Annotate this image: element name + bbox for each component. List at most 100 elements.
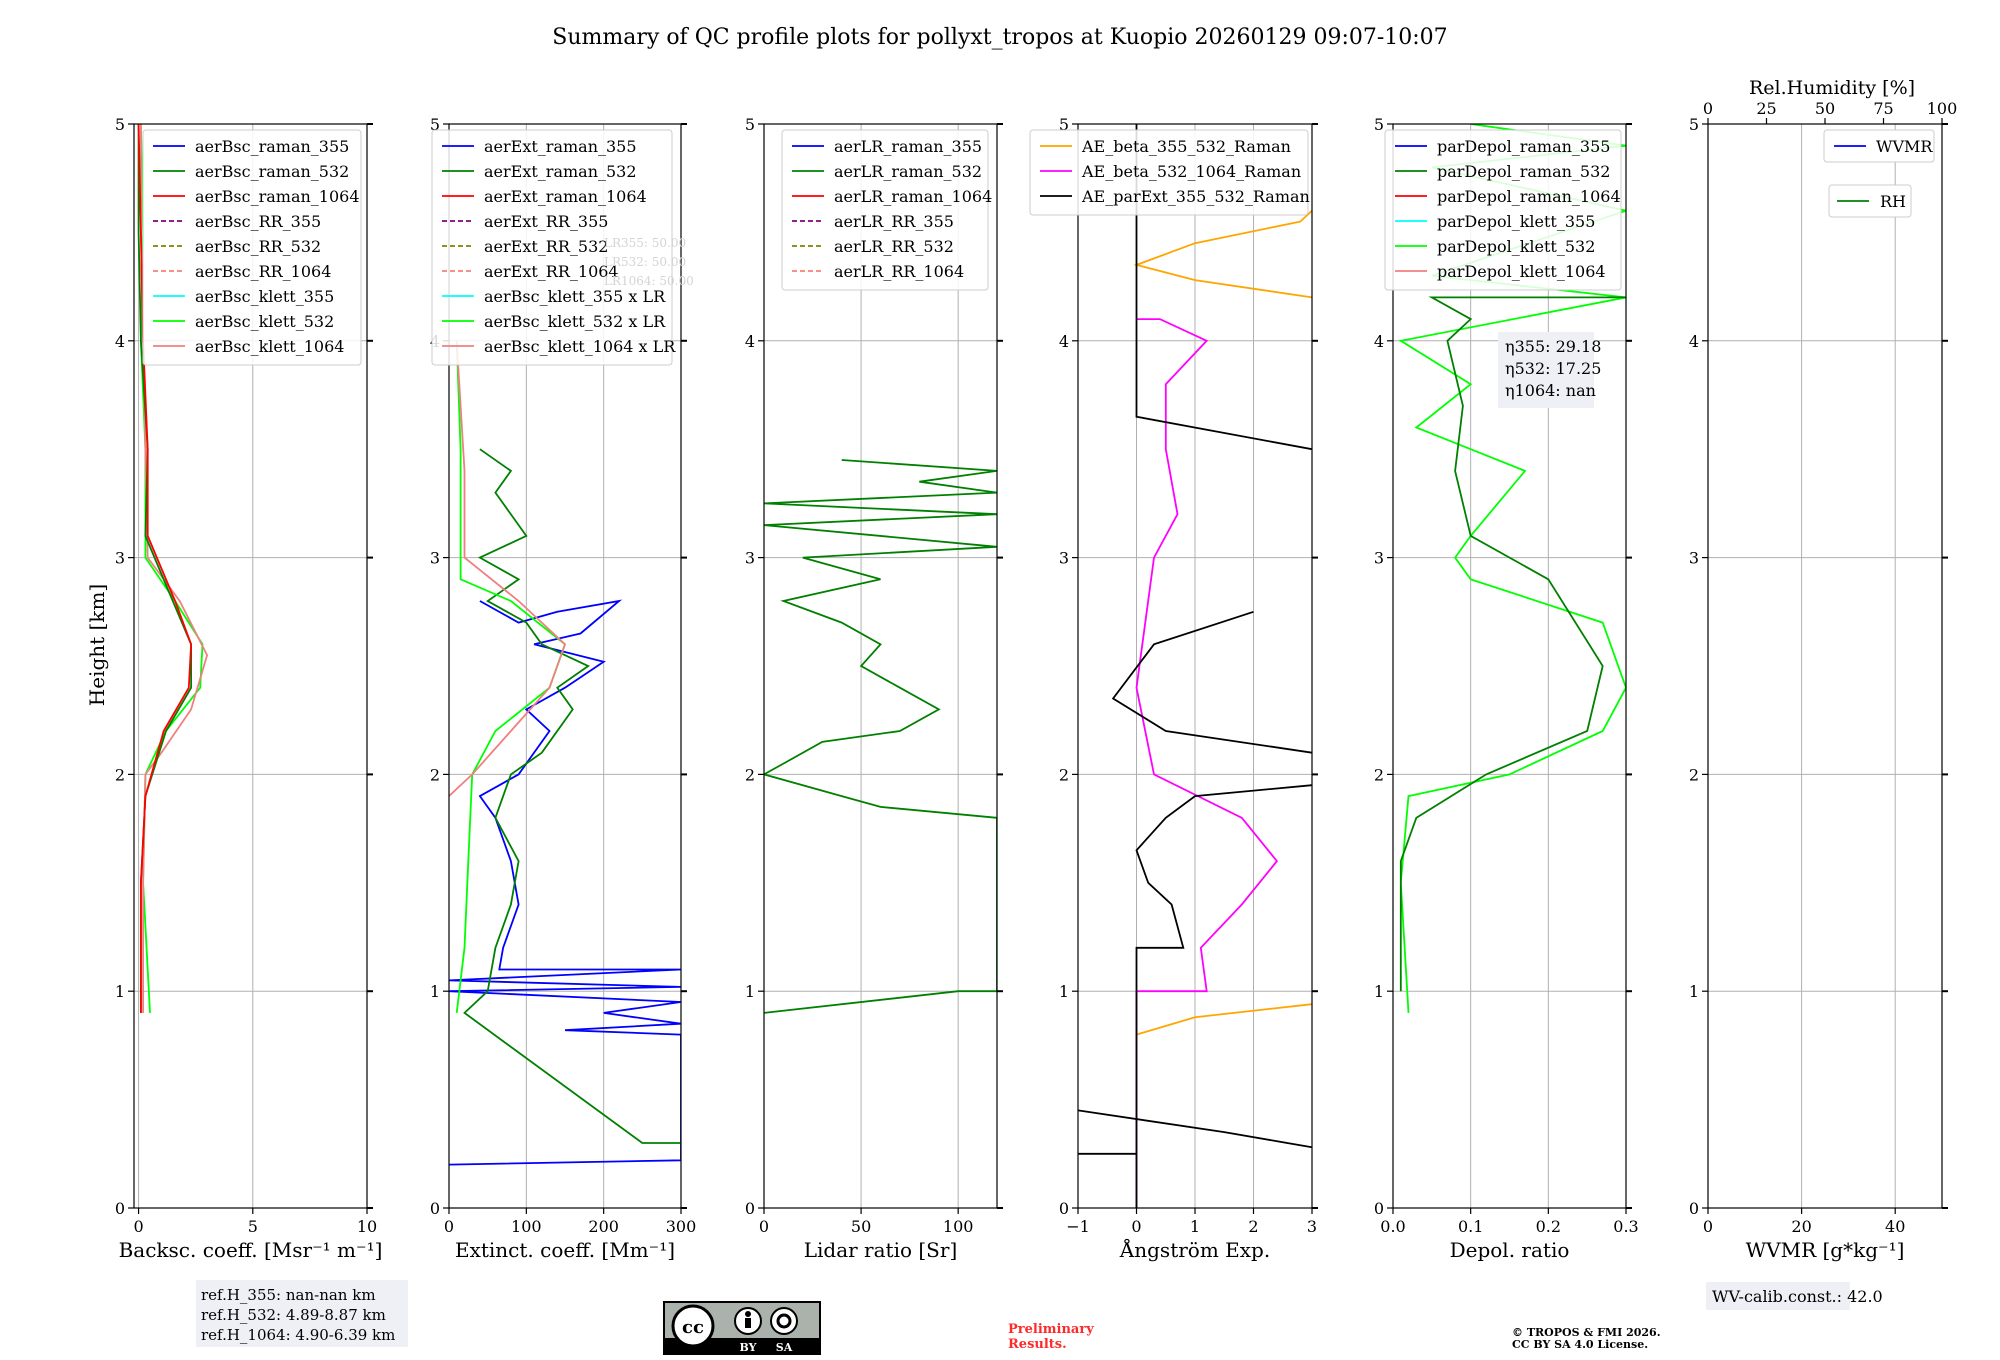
sa-label: SA: [776, 1341, 793, 1354]
series-aerBsc_klett_1064 x LR: [449, 340, 567, 797]
xtick-label: 1: [1190, 1217, 1200, 1236]
ytick-label: 0: [115, 1199, 125, 1218]
ytick-label: 4: [1689, 332, 1699, 351]
legend-rh: RH: [1828, 184, 1912, 218]
xtick-label: 0: [1131, 1217, 1141, 1236]
legend-label: AE_beta_355_532_Raman: [1081, 137, 1291, 156]
xtick-label: 100: [511, 1217, 542, 1236]
xlabel-angstrom: Ångström Exp.: [1119, 1237, 1270, 1262]
ytick-label: 5: [115, 115, 125, 134]
xtick-label: 200: [588, 1217, 619, 1236]
legend-label: aerExt_RR_355: [484, 212, 608, 231]
ytick-label: 4: [745, 332, 755, 351]
legend-label: aerLR_raman_1064: [834, 187, 992, 206]
ytick-label: 0: [1059, 1199, 1069, 1218]
legend-label: parDepol_klett_1064: [1437, 262, 1606, 281]
legend-backscatter: aerBsc_raman_355 aerBsc_raman_532 aerBsc_r…: [142, 129, 362, 366]
ytick-label: 4: [1059, 332, 1069, 351]
series-parDepol_raman_532: [1399, 296, 1626, 992]
rh-axis-label: Rel.Humidity [%]: [1749, 77, 1915, 99]
axes-frame: [133, 123, 368, 1209]
ref-height-box: [196, 1280, 408, 1347]
legend-label: aerLR_RR_355: [834, 212, 954, 231]
panel-depol: 0 1 2 3 4 5 0.0 0.1 0.2 0.3 Depol. ratio parDepol_r…: [1374, 115, 1639, 1262]
panel-backscatter: 0 1 2 3 4 5 0 5 10 Backsc. coeff. [Msr⁻¹ m⁻¹] aerB…: [115, 115, 383, 1262]
wv-calib-box: [1706, 1282, 1850, 1310]
axes-frame: [1392, 123, 1627, 1209]
ytick-label: 1: [1689, 982, 1699, 1001]
legend-label: aerExt_raman_1064: [484, 187, 647, 206]
legend-label: aerBsc_klett_355 x LR: [484, 287, 666, 306]
legend-label: aerLR_RR_1064: [834, 262, 964, 281]
eta-box: [1498, 332, 1594, 408]
legend-label-rh: RH: [1880, 192, 1906, 211]
xtick-label: 0: [759, 1217, 769, 1236]
lr-faint-label: LR355: 50.00: [604, 236, 686, 250]
ytick-label: 2: [1689, 765, 1699, 784]
legend-label: aerBsc_klett_1064 x LR: [484, 337, 676, 356]
rh-top-axis: Rel.Humidity [%] 0 25 50 75 100: [1703, 77, 1957, 124]
ytick-label: 0: [1374, 1199, 1384, 1218]
legend-label: aerBsc_klett_532 x LR: [484, 312, 666, 331]
ytick-label: 2: [115, 765, 125, 784]
ytick-label: 5: [430, 115, 440, 134]
xtick-label: 0: [1703, 1217, 1713, 1236]
ytick-label: 5: [1059, 115, 1069, 134]
legend-label: aerExt_raman_532: [484, 162, 637, 181]
ref-height-1064: ref.H_1064: 4.90-6.39 km: [201, 1326, 395, 1344]
ytick-label: 0: [745, 1199, 755, 1218]
xtick-label: 0.1: [1458, 1217, 1483, 1236]
ytick-label: 5: [745, 115, 755, 134]
xtick-label: 10: [357, 1217, 377, 1236]
legend-label: aerLR_raman_355: [834, 137, 982, 156]
xtick-label: 0: [444, 1217, 454, 1236]
cc-license-badge: cc BY SA: [663, 1301, 821, 1355]
xtick-label: 2: [1248, 1217, 1258, 1236]
copyright-line2: CC BY SA 4.0 License.: [1512, 1338, 1648, 1351]
xtick-label: 100: [943, 1217, 974, 1236]
series-AE_beta_532_1064_Raman: [1135, 318, 1279, 1208]
legend-label: parDepol_klett_532: [1437, 237, 1595, 256]
xtick-label: 5: [248, 1217, 258, 1236]
rh-tick-label: 25: [1756, 99, 1776, 118]
y-axis-label: Height [km]: [85, 584, 109, 706]
legend-label: parDepol_raman_355: [1437, 137, 1610, 156]
sa-icon: [770, 1307, 798, 1335]
series-AE_beta_355_532_Raman: [1136, 1003, 1312, 1036]
xtick-label: 0.2: [1536, 1217, 1561, 1236]
series-AE_beta_355_532_Raman_upper: [1133, 210, 1312, 299]
xtick-label: 50: [851, 1217, 871, 1236]
xlabel-lidar_ratio: Lidar ratio [Sr]: [804, 1238, 958, 1262]
rh-tick-label: 75: [1873, 99, 1893, 118]
ytick-label: 1: [430, 982, 440, 1001]
figure-title: Summary of QC profile plots for pollyxt_…: [552, 25, 1447, 50]
legend-label: AE_parExt_355_532_Raman: [1081, 187, 1310, 206]
xtick-label: 0.3: [1613, 1217, 1638, 1236]
lr-faint-label: LR1064: 50.00: [604, 274, 694, 288]
series-AE_parExt_355_532_Raman_mid: [1111, 610, 1312, 754]
ytick-label: 4: [115, 332, 125, 351]
eta-label: η1064: nan: [1505, 381, 1596, 400]
rh-tick-label: 100: [1927, 99, 1958, 118]
ytick-label: 3: [745, 549, 755, 568]
legend-label: aerBsc_klett_1064: [195, 337, 344, 356]
ytick-label: 2: [745, 765, 755, 784]
ytick-label: 1: [1374, 982, 1384, 1001]
legend-label: AE_beta_532_1064_Raman: [1081, 162, 1301, 181]
legend-lidar_ratio: aerLR_raman_355 aerLR_raman_532 aerLR_rama…: [781, 129, 992, 291]
legend-depol: parDepol_raman_355 parDepol_raman_532 parD…: [1384, 129, 1622, 291]
xlabel-backscatter: Backsc. coeff. [Msr⁻¹ m⁻¹]: [119, 1238, 383, 1262]
legend-box: [431, 129, 673, 366]
xtick-label: 40: [1885, 1217, 1905, 1236]
xtick-label: 0.0: [1380, 1217, 1405, 1236]
legend-label: aerBsc_raman_355: [195, 137, 349, 156]
legend-label: parDepol_raman_1064: [1437, 187, 1621, 206]
legend-label: aerLR_RR_532: [834, 237, 954, 256]
legend-box: [1823, 129, 1935, 163]
rh-tick-label: 0: [1703, 99, 1713, 118]
series-AE_parExt_355_532_Raman_low: [1078, 1109, 1312, 1149]
ytick-label: 0: [430, 1199, 440, 1218]
copyright-line1: © TROPOS & FMI 2026.: [1512, 1326, 1661, 1339]
